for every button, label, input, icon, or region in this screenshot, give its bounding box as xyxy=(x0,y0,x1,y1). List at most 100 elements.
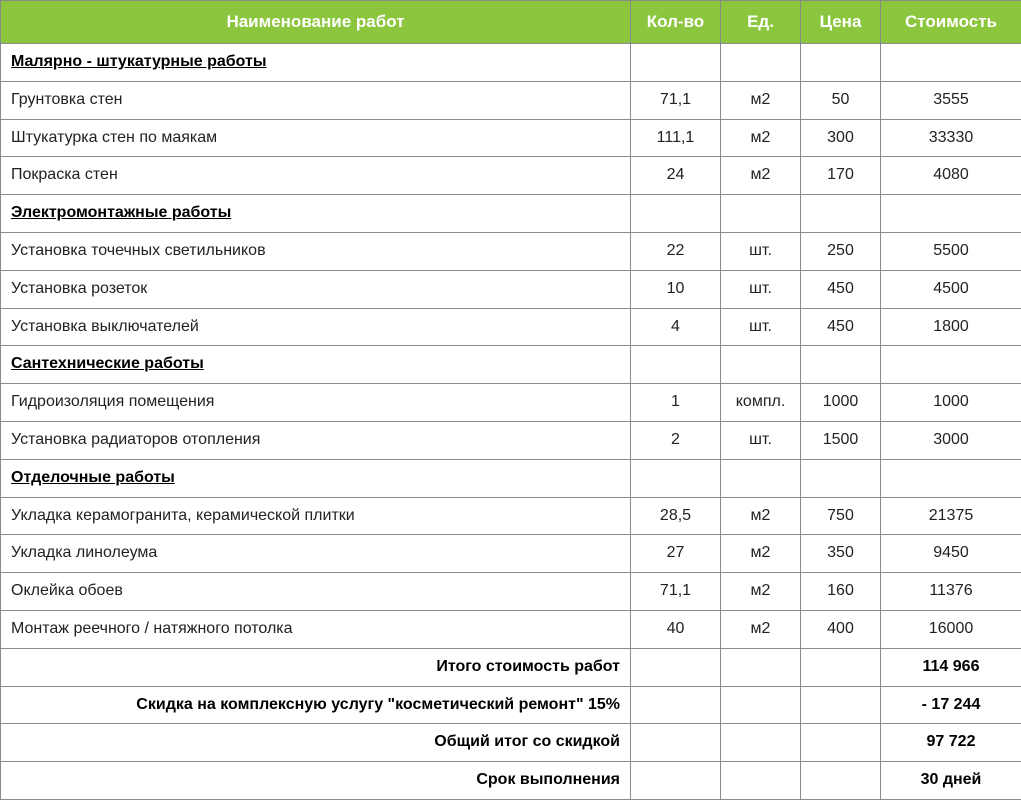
empty-cell xyxy=(801,724,881,762)
item-price: 450 xyxy=(801,308,881,346)
item-qty: 2 xyxy=(631,422,721,460)
empty-cell xyxy=(721,648,801,686)
item-cost: 4500 xyxy=(881,270,1021,308)
empty-cell xyxy=(801,648,881,686)
table-row: Укладка керамогранита, керамической плит… xyxy=(1,497,1021,535)
item-name: Установка радиаторов отопления xyxy=(1,422,631,460)
empty-cell xyxy=(801,762,881,800)
empty-cell xyxy=(631,686,721,724)
empty-cell xyxy=(721,459,801,497)
empty-cell xyxy=(881,459,1021,497)
empty-cell xyxy=(721,44,801,82)
table-row: Общий итог со скидкой 97 722 xyxy=(1,724,1021,762)
item-qty: 10 xyxy=(631,270,721,308)
item-unit: компл. xyxy=(721,384,801,422)
summary-label: Общий итог со скидкой xyxy=(1,724,631,762)
item-price: 160 xyxy=(801,573,881,611)
table-row: Срок выполнения30 дней xyxy=(1,762,1021,800)
empty-cell xyxy=(801,44,881,82)
empty-cell xyxy=(721,686,801,724)
col-header-unit: Ед. xyxy=(721,1,801,44)
summary-value: - 17 244 xyxy=(881,686,1021,724)
col-header-qty: Кол-во xyxy=(631,1,721,44)
section-header: Отделочные работы xyxy=(1,459,631,497)
item-unit: м2 xyxy=(721,573,801,611)
estimate-table: Наименование работ Кол-во Ед. Цена Стоим… xyxy=(0,0,1021,800)
item-qty: 24 xyxy=(631,157,721,195)
item-unit: м2 xyxy=(721,157,801,195)
item-cost: 3555 xyxy=(881,81,1021,119)
item-cost: 11376 xyxy=(881,573,1021,611)
item-name: Установка точечных светильников xyxy=(1,233,631,271)
item-cost: 5500 xyxy=(881,233,1021,271)
item-name: Укладка керамогранита, керамической плит… xyxy=(1,497,631,535)
item-qty: 28,5 xyxy=(631,497,721,535)
table-row: Итого стоимость работ 114 966 xyxy=(1,648,1021,686)
item-unit: шт. xyxy=(721,422,801,460)
item-name: Штукатурка стен по маякам xyxy=(1,119,631,157)
table-row: Оклейка обоев71,1м216011376 xyxy=(1,573,1021,611)
table-row: Грунтовка стен71,1м2503555 xyxy=(1,81,1021,119)
item-name: Монтаж реечного / натяжного потолка xyxy=(1,611,631,649)
item-qty: 27 xyxy=(631,535,721,573)
empty-cell xyxy=(631,346,721,384)
item-unit: шт. xyxy=(721,308,801,346)
item-name: Грунтовка стен xyxy=(1,81,631,119)
empty-cell xyxy=(801,459,881,497)
summary-value: 114 966 xyxy=(881,648,1021,686)
table-row: Штукатурка стен по маякам111,1м230033330 xyxy=(1,119,1021,157)
empty-cell xyxy=(631,724,721,762)
item-qty: 4 xyxy=(631,308,721,346)
table-row: Сантехнические работы xyxy=(1,346,1021,384)
table-row: Установка розеток10шт.4504500 xyxy=(1,270,1021,308)
empty-cell xyxy=(631,459,721,497)
item-price: 250 xyxy=(801,233,881,271)
item-qty: 22 xyxy=(631,233,721,271)
item-name: Установка выключателей xyxy=(1,308,631,346)
table-row: Установка выключателей4шт.4501800 xyxy=(1,308,1021,346)
col-header-price: Цена xyxy=(801,1,881,44)
item-qty: 111,1 xyxy=(631,119,721,157)
item-price: 450 xyxy=(801,270,881,308)
summary-value: 97 722 xyxy=(881,724,1021,762)
empty-cell xyxy=(801,195,881,233)
item-unit: шт. xyxy=(721,233,801,271)
table-row: Укладка линолеума27м23509450 xyxy=(1,535,1021,573)
item-price: 750 xyxy=(801,497,881,535)
item-price: 1000 xyxy=(801,384,881,422)
item-name: Покраска стен xyxy=(1,157,631,195)
table-row: Отделочные работы xyxy=(1,459,1021,497)
item-name: Укладка линолеума xyxy=(1,535,631,573)
item-unit: м2 xyxy=(721,611,801,649)
empty-cell xyxy=(881,195,1021,233)
item-price: 400 xyxy=(801,611,881,649)
empty-cell xyxy=(881,44,1021,82)
empty-cell xyxy=(881,346,1021,384)
summary-value: 30 дней xyxy=(881,762,1021,800)
col-header-name: Наименование работ xyxy=(1,1,631,44)
summary-label: Итого стоимость работ xyxy=(1,648,631,686)
item-name: Оклейка обоев xyxy=(1,573,631,611)
empty-cell xyxy=(801,346,881,384)
item-name: Гидроизоляция помещения xyxy=(1,384,631,422)
item-unit: м2 xyxy=(721,535,801,573)
item-name: Установка розеток xyxy=(1,270,631,308)
empty-cell xyxy=(631,195,721,233)
table-row: Установка радиаторов отопления2шт.150030… xyxy=(1,422,1021,460)
section-header: Сантехнические работы xyxy=(1,346,631,384)
table-row: Монтаж реечного / натяжного потолка40м24… xyxy=(1,611,1021,649)
item-unit: шт. xyxy=(721,270,801,308)
item-unit: м2 xyxy=(721,119,801,157)
summary-label: Скидка на комплексную услугу "косметичес… xyxy=(1,686,631,724)
empty-cell xyxy=(721,195,801,233)
empty-cell xyxy=(721,724,801,762)
item-price: 350 xyxy=(801,535,881,573)
item-cost: 21375 xyxy=(881,497,1021,535)
item-cost: 3000 xyxy=(881,422,1021,460)
item-price: 170 xyxy=(801,157,881,195)
item-cost: 4080 xyxy=(881,157,1021,195)
table-body: Малярно - штукатурные работыГрунтовка ст… xyxy=(1,44,1021,800)
section-header: Электромонтажные работы xyxy=(1,195,631,233)
item-qty: 40 xyxy=(631,611,721,649)
item-unit: м2 xyxy=(721,497,801,535)
